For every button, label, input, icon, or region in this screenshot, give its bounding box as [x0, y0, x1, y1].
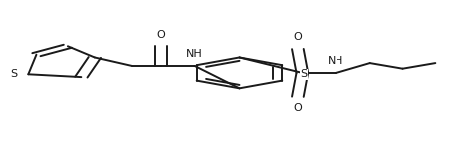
Text: O: O	[293, 104, 302, 114]
Text: O: O	[293, 32, 302, 42]
Text: N: N	[327, 56, 336, 66]
Text: S: S	[299, 69, 307, 79]
Text: O: O	[156, 29, 165, 39]
Text: H: H	[333, 56, 342, 66]
Text: S: S	[10, 69, 17, 79]
Text: NH: NH	[186, 49, 202, 59]
